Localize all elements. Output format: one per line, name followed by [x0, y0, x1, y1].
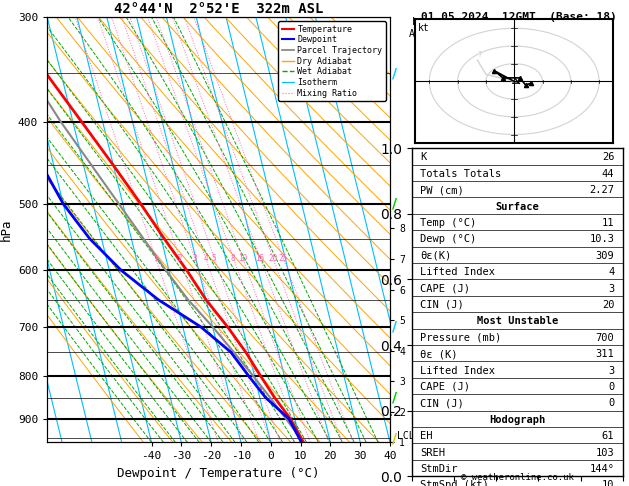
- Text: K: K: [420, 152, 426, 162]
- Text: 26: 26: [602, 152, 615, 162]
- Text: /: /: [392, 432, 397, 446]
- Text: /: /: [392, 197, 397, 211]
- Text: 144°: 144°: [589, 464, 615, 474]
- X-axis label: Dewpoint / Temperature (°C): Dewpoint / Temperature (°C): [118, 467, 320, 480]
- Text: 10.3: 10.3: [589, 234, 615, 244]
- Text: Mixing Ratio (g/kg): Mixing Ratio (g/kg): [437, 174, 447, 285]
- Text: kt: kt: [418, 23, 430, 33]
- Text: 700: 700: [596, 333, 615, 343]
- Text: PW (cm): PW (cm): [420, 185, 464, 195]
- Text: /: /: [392, 320, 397, 334]
- Text: EH: EH: [420, 431, 433, 441]
- Text: km
ASL: km ASL: [409, 17, 426, 38]
- Text: Temp (°C): Temp (°C): [420, 218, 477, 228]
- Text: 11: 11: [602, 218, 615, 228]
- Text: Hodograph: Hodograph: [489, 415, 545, 425]
- Text: Dewp (°C): Dewp (°C): [420, 234, 477, 244]
- Text: 3: 3: [608, 283, 615, 294]
- Text: 15: 15: [255, 254, 265, 262]
- Text: 2.27: 2.27: [589, 185, 615, 195]
- Text: 10: 10: [238, 254, 247, 262]
- Text: Totals Totals: Totals Totals: [420, 169, 502, 179]
- Text: Surface: Surface: [496, 202, 539, 211]
- Text: 103: 103: [596, 448, 615, 458]
- Text: 20: 20: [602, 300, 615, 310]
- Text: Most Unstable: Most Unstable: [477, 316, 558, 327]
- Text: SREH: SREH: [420, 448, 445, 458]
- Text: 309: 309: [596, 251, 615, 261]
- Text: 61: 61: [602, 431, 615, 441]
- Title: 42°44'N  2°52'E  322m ASL: 42°44'N 2°52'E 322m ASL: [114, 2, 323, 16]
- Text: © weatheronline.co.uk: © weatheronline.co.uk: [460, 473, 574, 482]
- Text: 25: 25: [279, 254, 288, 262]
- Text: 8: 8: [231, 254, 236, 262]
- Text: 20: 20: [269, 254, 277, 262]
- Text: 0: 0: [608, 399, 615, 408]
- Text: θε (K): θε (K): [420, 349, 458, 359]
- Text: 0: 0: [608, 382, 615, 392]
- Text: 1: 1: [153, 254, 158, 262]
- Text: 311: 311: [596, 349, 615, 359]
- Text: 3: 3: [608, 365, 615, 376]
- Text: 4: 4: [203, 254, 208, 262]
- Y-axis label: hPa: hPa: [0, 218, 13, 241]
- Text: Pressure (mb): Pressure (mb): [420, 333, 502, 343]
- Legend: Temperature, Dewpoint, Parcel Trajectory, Dry Adiabat, Wet Adiabat, Isotherm, Mi: Temperature, Dewpoint, Parcel Trajectory…: [278, 21, 386, 101]
- Text: LCL: LCL: [397, 431, 415, 441]
- Text: 3: 3: [192, 254, 197, 262]
- Text: /: /: [392, 391, 397, 405]
- Text: Lifted Index: Lifted Index: [420, 267, 496, 277]
- Text: 01.05.2024  12GMT  (Base: 18): 01.05.2024 12GMT (Base: 18): [421, 12, 617, 22]
- Text: 10: 10: [602, 480, 615, 486]
- Text: /: /: [392, 67, 397, 80]
- Text: Lifted Index: Lifted Index: [420, 365, 496, 376]
- Text: 4: 4: [608, 267, 615, 277]
- Text: CIN (J): CIN (J): [420, 399, 464, 408]
- Text: 2: 2: [177, 254, 182, 262]
- Text: 5: 5: [212, 254, 216, 262]
- Text: CIN (J): CIN (J): [420, 300, 464, 310]
- Text: θε(K): θε(K): [420, 251, 452, 261]
- Text: CAPE (J): CAPE (J): [420, 283, 470, 294]
- Text: StmSpd (kt): StmSpd (kt): [420, 480, 489, 486]
- Text: StmDir: StmDir: [420, 464, 458, 474]
- Text: CAPE (J): CAPE (J): [420, 382, 470, 392]
- Text: 44: 44: [602, 169, 615, 179]
- Text: ?: ?: [477, 52, 482, 60]
